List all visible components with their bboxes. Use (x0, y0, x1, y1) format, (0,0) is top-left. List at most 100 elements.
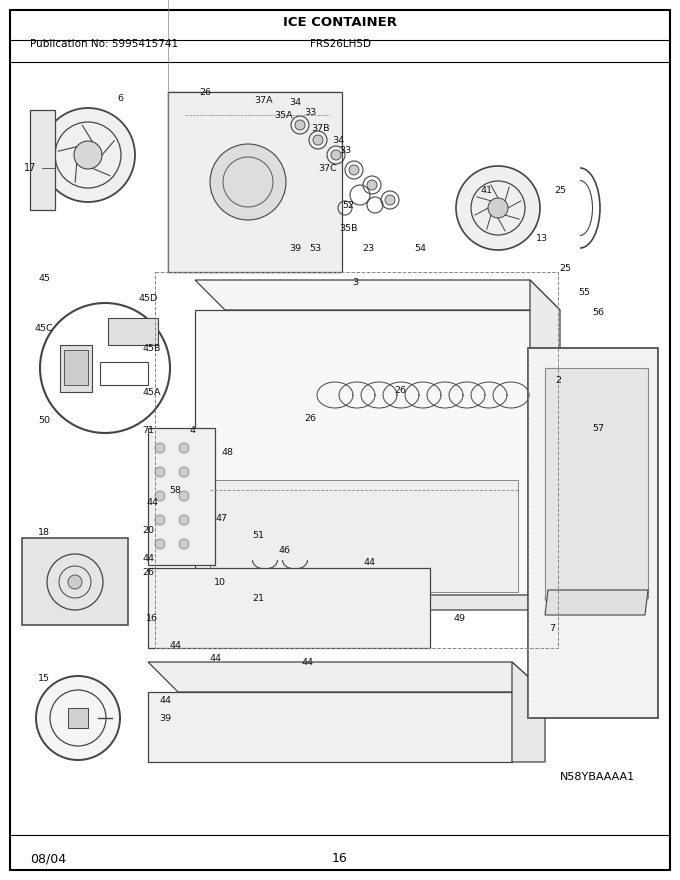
Circle shape (179, 491, 189, 501)
Polygon shape (68, 708, 88, 728)
Text: 44: 44 (209, 654, 221, 663)
Text: 54: 54 (414, 244, 426, 253)
Polygon shape (195, 280, 560, 310)
Circle shape (210, 144, 286, 220)
Polygon shape (60, 345, 92, 392)
Text: 37A: 37A (255, 96, 273, 105)
Circle shape (155, 539, 165, 549)
Text: 45C: 45C (35, 324, 53, 333)
Text: 71: 71 (142, 426, 154, 435)
Circle shape (155, 443, 165, 453)
Text: 57: 57 (592, 423, 604, 432)
Text: 58: 58 (169, 486, 181, 495)
Text: 45: 45 (38, 274, 50, 282)
Text: 33: 33 (339, 145, 351, 155)
Text: FRS26LH5D: FRS26LH5D (310, 39, 371, 49)
Text: 25: 25 (559, 263, 571, 273)
Text: 37B: 37B (311, 123, 329, 133)
Polygon shape (148, 428, 215, 565)
Polygon shape (168, 92, 342, 272)
Text: 50: 50 (38, 415, 50, 424)
Polygon shape (148, 568, 430, 648)
Text: 10: 10 (214, 577, 226, 586)
Circle shape (155, 467, 165, 477)
Text: 44: 44 (169, 641, 181, 649)
Text: 39: 39 (289, 244, 301, 253)
Text: 33: 33 (304, 107, 316, 116)
Polygon shape (148, 662, 545, 692)
Polygon shape (195, 310, 530, 595)
Polygon shape (210, 480, 518, 592)
Polygon shape (545, 590, 648, 615)
Text: 44: 44 (364, 558, 376, 567)
Circle shape (385, 195, 395, 205)
Text: 53: 53 (309, 244, 321, 253)
Circle shape (155, 491, 165, 501)
Text: 52: 52 (342, 201, 354, 209)
Text: 45A: 45A (143, 387, 161, 397)
Text: 20: 20 (142, 525, 154, 534)
Text: 4: 4 (189, 426, 195, 435)
Text: 17: 17 (24, 163, 36, 173)
Text: 26: 26 (199, 87, 211, 97)
Polygon shape (30, 110, 55, 210)
Text: 2: 2 (555, 376, 561, 385)
Text: 15: 15 (38, 673, 50, 683)
Text: Publication No: 5995415741: Publication No: 5995415741 (30, 39, 178, 49)
Text: 6: 6 (117, 93, 123, 102)
Circle shape (349, 165, 359, 175)
Text: 18: 18 (38, 527, 50, 537)
Text: 26: 26 (304, 414, 316, 422)
Text: 16: 16 (146, 613, 158, 622)
Text: 44: 44 (146, 497, 158, 507)
Text: 34: 34 (332, 136, 344, 144)
Circle shape (295, 120, 305, 130)
Text: 44: 44 (142, 554, 154, 562)
Text: ICE CONTAINER: ICE CONTAINER (283, 16, 397, 29)
Circle shape (179, 539, 189, 549)
Polygon shape (168, 92, 340, 272)
Text: 49: 49 (454, 613, 466, 622)
Circle shape (488, 198, 508, 218)
Polygon shape (512, 662, 545, 762)
Circle shape (179, 443, 189, 453)
Text: 41: 41 (481, 186, 493, 194)
Text: 47: 47 (216, 514, 228, 523)
Polygon shape (180, 595, 545, 610)
Text: 46: 46 (279, 546, 291, 554)
Circle shape (313, 135, 323, 145)
Polygon shape (530, 280, 560, 595)
Text: 39: 39 (159, 714, 171, 722)
Text: 26: 26 (142, 568, 154, 576)
Text: 44: 44 (159, 695, 171, 705)
Polygon shape (64, 350, 88, 385)
Text: 45B: 45B (143, 343, 161, 353)
Text: 51: 51 (252, 531, 264, 539)
Circle shape (155, 515, 165, 525)
Text: 7: 7 (549, 624, 555, 633)
Text: 21: 21 (252, 593, 264, 603)
Polygon shape (22, 538, 128, 625)
Text: 35A: 35A (275, 111, 293, 120)
Text: 55: 55 (578, 288, 590, 297)
Text: 16: 16 (332, 852, 348, 865)
Text: 3: 3 (352, 277, 358, 287)
Circle shape (331, 150, 341, 160)
Text: 37C: 37C (319, 164, 337, 172)
Text: N58YBAAAA1: N58YBAAAA1 (560, 772, 635, 782)
Circle shape (36, 676, 120, 760)
Text: 25: 25 (554, 186, 566, 194)
Text: 34: 34 (289, 98, 301, 106)
Text: 08/04: 08/04 (30, 852, 66, 865)
Text: 13: 13 (536, 233, 548, 243)
Text: 48: 48 (222, 448, 234, 457)
Circle shape (456, 166, 540, 250)
Polygon shape (148, 692, 512, 762)
Circle shape (41, 108, 135, 202)
Circle shape (179, 515, 189, 525)
Text: 35B: 35B (339, 224, 357, 232)
Text: 26: 26 (394, 385, 406, 394)
Circle shape (74, 141, 102, 169)
Text: 23: 23 (362, 244, 374, 253)
Circle shape (179, 467, 189, 477)
